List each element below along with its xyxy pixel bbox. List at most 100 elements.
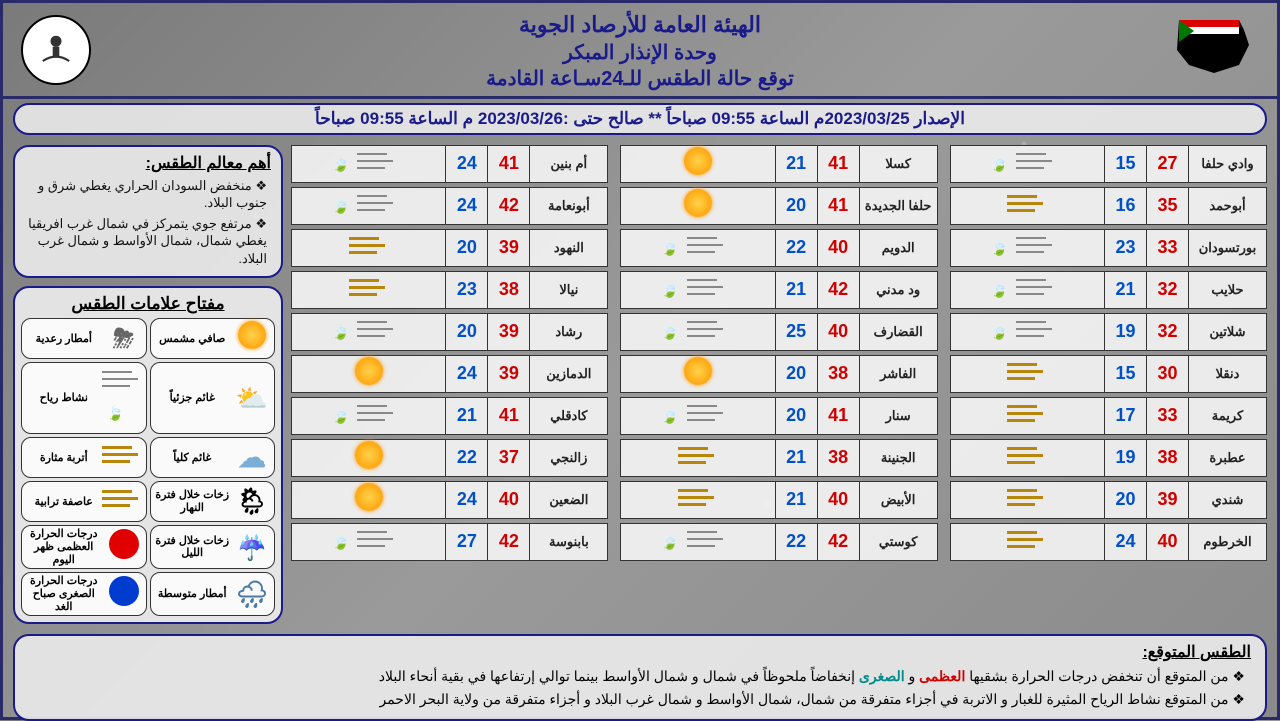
temp-high: 38: [1146, 440, 1188, 476]
city-name: دنقلا: [1188, 356, 1266, 392]
sun-icon: [238, 325, 266, 355]
temp-high: 41: [487, 398, 529, 434]
weather-icon-cell: [292, 188, 445, 224]
wind-leaf-icon: [999, 231, 1056, 265]
city-row: بابنوسة4227: [291, 523, 608, 561]
dust-storm-icon: [102, 488, 142, 518]
temp-low: 19: [1104, 440, 1146, 476]
forecast-line-1: من المتوقع أن تنخفض درجات الحرارة بشقيها…: [29, 666, 1245, 686]
header: الهيئة العامة للأرصاد الجوية وحدة الإنذا…: [3, 3, 1277, 99]
city-name: كسلا: [859, 146, 937, 182]
legend-grid: صافي مشمسأمطار رعديةغائم جزئياًنشاط رياح…: [21, 318, 275, 616]
legend-item: غائم كلياً: [150, 437, 276, 478]
city-name: كوستي: [859, 524, 937, 560]
legend-item: غائم جزئياً: [150, 362, 276, 434]
legend-title: مفتاح علامات الطقس: [21, 294, 275, 314]
wind-leaf-icon: [340, 525, 397, 559]
temp-low: 21: [775, 440, 817, 476]
weather-icon-cell: [951, 188, 1104, 224]
legend-icon: [106, 323, 142, 355]
forecast-column: كسلا4121حلفا الجديدة4120الدويم4022ود مدن…: [620, 145, 937, 625]
legend-item: عاصفة ترابية: [21, 481, 147, 522]
city-row: الجنينة3821: [620, 439, 937, 477]
city-name: حلايب: [1188, 272, 1266, 308]
rainnight-icon: [237, 532, 267, 562]
temp-low: 24: [445, 146, 487, 182]
weather-icon-cell: [292, 524, 445, 560]
city-row: القضارف4025: [620, 313, 937, 351]
forecast-column: وادي حلفا2715أبوحمد3516بورتسودان3323حلاي…: [950, 145, 1267, 625]
highlight-item: منخفض السودان الحراري يغطي شرق و جنوب ال…: [25, 177, 267, 212]
temp-high: 39: [487, 230, 529, 266]
weather-icon-cell: [621, 440, 774, 476]
f1-pre: من المتوقع أن تنخفض درجات الحرارة بشقيها: [965, 668, 1228, 684]
temp-high: 38: [817, 356, 859, 392]
legend-label: عاصفة ترابية: [26, 496, 102, 509]
legend-item: زخات خلال فترة الليل: [150, 525, 276, 569]
legend-label: نشاط رياح: [26, 392, 102, 405]
legend-item: أتربة مثارة: [21, 437, 147, 478]
temp-high: 41: [487, 146, 529, 182]
temp-low: 21: [775, 272, 817, 308]
city-row: الدمازين3924: [291, 355, 608, 393]
dust-icon: [1007, 483, 1047, 517]
legend-icon: [106, 440, 142, 475]
city-row: شندي3920: [950, 481, 1267, 519]
city-row: حلايب3221: [950, 271, 1267, 309]
city-name: بابنوسة: [529, 524, 607, 560]
side-panels: أهم معالم الطقس: منخفض السودان الحراري ي…: [13, 145, 283, 625]
highlight-item: مرتفع جوي يتمركز في شمال غرب افريقيا يغط…: [25, 215, 267, 268]
storm-icon: [113, 323, 134, 353]
weather-icon-cell: [951, 314, 1104, 350]
temp-high: 39: [487, 356, 529, 392]
city-name: الضعين: [529, 482, 607, 518]
legend-item: زخات خلال فترة النهار: [150, 481, 276, 522]
city-row: زالنجي3722: [291, 439, 608, 477]
temp-low: 15: [1104, 356, 1146, 392]
forecast-text-title: الطقس المتوقع:: [29, 642, 1251, 662]
temp-low: 23: [445, 272, 487, 308]
weather-icon-cell: [621, 146, 774, 182]
legend-icon: [106, 529, 142, 566]
temp-low: 24: [445, 188, 487, 224]
city-name: أبوحمد: [1188, 188, 1266, 224]
dust-icon: [1007, 399, 1047, 433]
temp-low: 21: [775, 482, 817, 518]
temp-low: 15: [1104, 146, 1146, 182]
weather-icon-cell: [951, 146, 1104, 182]
wind-leaf-icon: [669, 273, 726, 307]
weather-icon-cell: [292, 482, 445, 518]
city-row: الدويم4022: [620, 229, 937, 267]
city-row: الخرطوم4024: [950, 523, 1267, 561]
legend-label: زخات خلال فترة النهار: [155, 489, 231, 514]
temp-high: 42: [487, 188, 529, 224]
temp-low: 20: [445, 314, 487, 350]
temp-high: 40: [817, 482, 859, 518]
city-name: كريمة: [1188, 398, 1266, 434]
temp-high: 33: [1146, 398, 1188, 434]
legend-item: درجات الحرارة العظمى ظهر اليوم: [21, 525, 147, 569]
wind-leaf-icon: [999, 273, 1056, 307]
temp-high: 40: [817, 314, 859, 350]
temp-high: 40: [817, 230, 859, 266]
weather-icon-cell: [292, 440, 445, 476]
temp-low: 22: [775, 230, 817, 266]
weather-icon-cell: [951, 398, 1104, 434]
city-row: وادي حلفا2715: [950, 145, 1267, 183]
legend-label: غائم جزئياً: [155, 392, 231, 405]
temp-low: 20: [1104, 482, 1146, 518]
dust-icon: [349, 231, 389, 265]
city-row: عطبرة3819: [950, 439, 1267, 477]
legend-label: زخات خلال فترة الليل: [155, 535, 231, 560]
temp-high: 42: [817, 272, 859, 308]
weather-icon-cell: [621, 356, 774, 392]
city-row: ود مدني4221: [620, 271, 937, 309]
temp-high: 40: [487, 482, 529, 518]
city-row: رشاد3920: [291, 313, 608, 351]
city-name: عطبرة: [1188, 440, 1266, 476]
city-name: القضارف: [859, 314, 937, 350]
city-row: أبونعامة4224: [291, 187, 608, 225]
wind-leaf-icon: [669, 231, 726, 265]
weather-icon-cell: [951, 356, 1104, 392]
temp-low: 21: [775, 146, 817, 182]
